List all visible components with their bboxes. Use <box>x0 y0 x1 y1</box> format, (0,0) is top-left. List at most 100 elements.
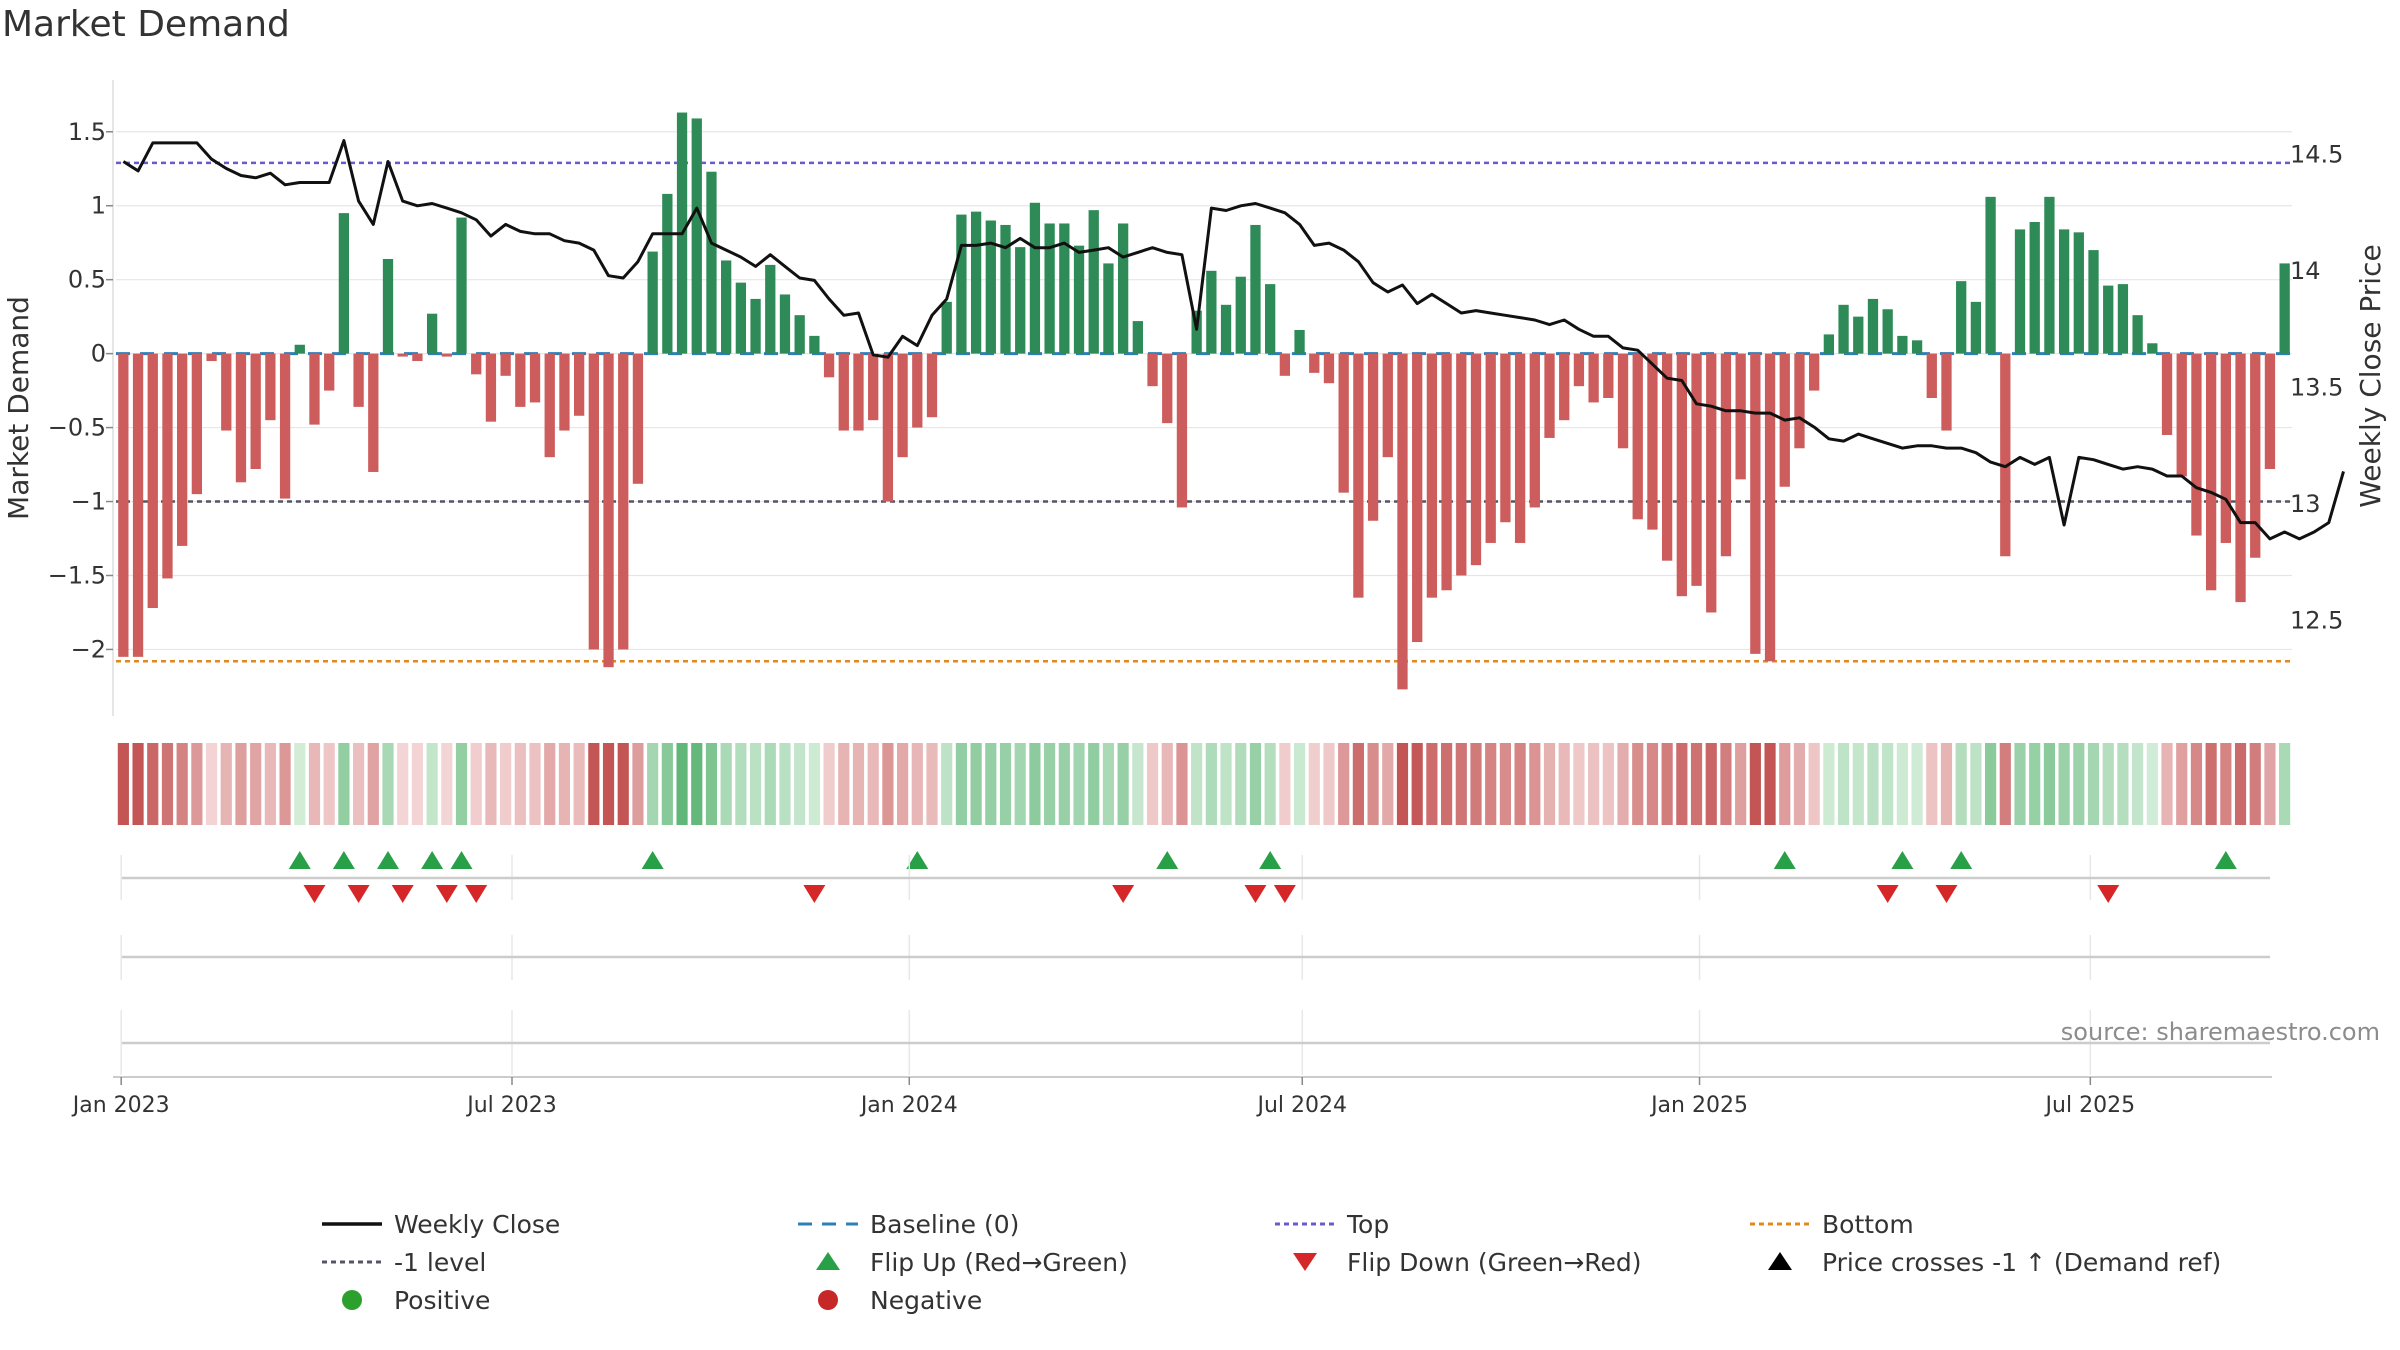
heat-strip-cell <box>1470 743 1482 825</box>
demand-bar-negative <box>1367 353 1379 521</box>
x-tick-label: Jan 2024 <box>859 1093 958 1118</box>
heat-strip-cell <box>1235 743 1247 825</box>
demand-bar-negative <box>206 353 217 362</box>
demand-bar-positive <box>1985 196 1996 354</box>
demand-bar-positive <box>721 260 732 354</box>
heat-strip-cell <box>1764 743 1776 825</box>
heat-strip-cell <box>1529 743 1541 825</box>
demand-bar-negative <box>177 353 188 546</box>
heat-strip-cell <box>1690 743 1703 825</box>
flip-down-marker <box>1876 885 1899 903</box>
demand-bar-negative <box>485 353 497 422</box>
heat-strip-cell <box>2132 743 2144 825</box>
price-line-layer <box>122 139 2345 541</box>
demand-bar-negative <box>1573 353 1585 387</box>
heat-strip-cell <box>1823 743 1835 825</box>
demand-bar-positive <box>2058 229 2070 354</box>
demand-bar-positive <box>1911 340 1923 354</box>
demand-bar-positive <box>1853 316 1864 354</box>
demand-bar-negative <box>471 353 482 375</box>
demand-bar-negative <box>118 353 129 657</box>
heat-strip-cell <box>411 743 423 825</box>
heat-strip-cell <box>367 743 379 825</box>
flip-down-marker <box>803 885 826 903</box>
flip-markers <box>288 851 2237 903</box>
y-right-tick-label: 14.5 <box>2290 141 2343 169</box>
legend-swatch-negative <box>818 1290 838 1310</box>
level-lines <box>116 161 2292 663</box>
heat-strip-cell <box>2146 743 2158 825</box>
demand-bar-positive <box>1015 247 1026 354</box>
flip-down-marker <box>1112 885 1135 903</box>
heat-strip-cell <box>1117 743 1129 825</box>
demand-bar-negative <box>1500 353 1511 523</box>
demand-bar-positive <box>1235 276 1246 354</box>
demand-bar-positive <box>750 298 761 354</box>
axes-layer: 1.5 1 0.5 0 −0.5 −1 −1.5 −2 14.5 14 13.5 13 12.5 Mark… <box>2 80 2387 716</box>
flip-down-marker <box>347 885 370 903</box>
heat-strip-cell <box>1132 743 1144 825</box>
demand-bar-negative <box>1441 353 1452 591</box>
demand-bar-negative <box>1147 353 1158 387</box>
demand-bar-positive <box>1132 321 1143 354</box>
lower-panels: Jan 2023 Jul 2023 Jan 2024 Jul 2024 Jan 2025… <box>71 855 2380 1118</box>
demand-bar-positive <box>2088 250 2099 354</box>
flip-down-marker <box>1244 885 1267 903</box>
legend-swatch-flip-up <box>816 1252 840 1270</box>
demand-bar-positive <box>2279 263 2290 354</box>
demand-bar-negative <box>2250 353 2261 558</box>
heat-strip-cell <box>808 743 820 825</box>
demand-bar-negative <box>1544 353 1555 438</box>
demand-bar-positive <box>2132 315 2143 354</box>
heat-strip-cell <box>455 743 468 825</box>
heat-strip-cell <box>1426 743 1438 825</box>
demand-bar-negative <box>573 353 585 416</box>
heat-strip-cell <box>2073 743 2085 825</box>
heat-strip-cell <box>1264 743 1276 825</box>
demand-bar-positive <box>338 213 350 354</box>
demand-bar-negative <box>1470 353 1482 566</box>
y-left-tick-label: −2 <box>71 635 106 663</box>
heat-strip-cell <box>1970 743 1982 825</box>
heat-strip-cell <box>941 743 953 825</box>
demand-bar-negative <box>368 353 379 472</box>
demand-bar-negative <box>147 353 158 609</box>
heat-strip-cell <box>2220 743 2232 825</box>
demand-bar-negative <box>588 353 599 650</box>
heat-strip-cell <box>558 743 571 825</box>
grid-layer <box>116 131 2292 651</box>
heat-strip-cell <box>985 743 997 825</box>
heat-strip-cell <box>1720 743 1732 825</box>
heat-strip-cell <box>1220 743 1232 825</box>
heat-strip-cell <box>602 743 615 825</box>
heat-strip-cell <box>1102 743 1115 825</box>
y-right-tick-label: 13.5 <box>2290 374 2343 402</box>
heat-strip-cell <box>132 743 144 825</box>
x-tick-label: Jan 2025 <box>1649 1093 1748 1118</box>
source-label: source: sharemaestro.com <box>2061 1018 2380 1046</box>
demand-bar-positive <box>1029 202 1041 354</box>
legend-label-baseline: Baseline (0) <box>870 1210 1019 1239</box>
demand-bar-negative <box>2235 353 2246 603</box>
heat-strip-cell <box>161 743 174 825</box>
heat-strip-cell <box>1308 743 1320 825</box>
demand-bar-negative <box>235 353 247 483</box>
demand-bar-positive <box>985 220 996 354</box>
demand-bar-positive <box>662 193 673 354</box>
heat-strip-cell <box>1411 743 1423 825</box>
demand-bar-negative <box>2205 353 2217 591</box>
heat-strip-cell <box>1485 743 1497 825</box>
heat-strip-cell <box>485 743 497 825</box>
heat-strip-cell <box>1793 743 1806 825</box>
legend-swatch-positive <box>342 1290 362 1310</box>
demand-bar-negative <box>500 353 511 376</box>
heat-strip-cell <box>1279 743 1291 825</box>
demand-bar-positive <box>1250 224 1261 354</box>
legend-label-positive: Positive <box>394 1286 490 1315</box>
demand-bar-negative <box>544 353 555 458</box>
heat-strip-cell <box>720 743 732 825</box>
demand-bar-negative <box>868 353 879 421</box>
demand-bar-positive <box>1823 334 1835 354</box>
heat-strip-cell <box>1367 743 1379 825</box>
